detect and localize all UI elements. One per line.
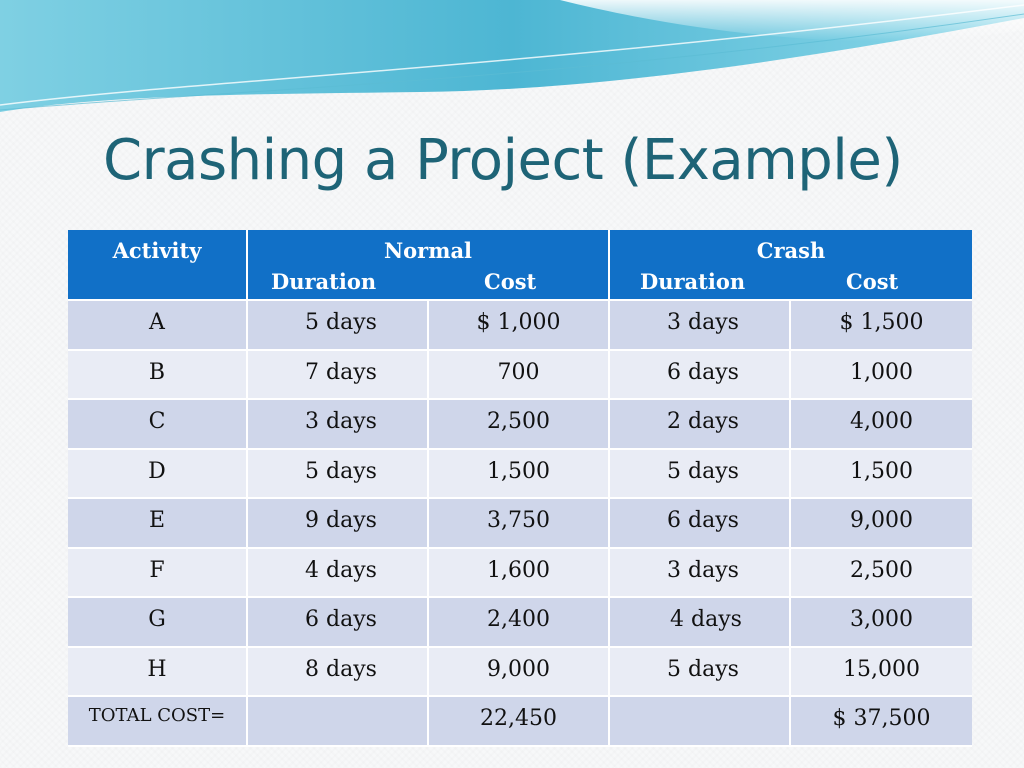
- cell-normal-cost: $ 1,000: [429, 301, 610, 351]
- cell-normal-cost: 9,000: [429, 647, 610, 697]
- cell-normal-cost: 1,500: [429, 449, 610, 499]
- cell-crash-duration: 5 days: [610, 449, 791, 499]
- cell-crash-duration: 6 days: [610, 499, 791, 549]
- cell-activity: C: [68, 400, 248, 450]
- cell-normal-duration: 5 days: [248, 301, 429, 351]
- crashing-table: Activity Normal Duration Cost Crash Dura…: [68, 230, 972, 747]
- header-crash: Crash Duration Cost: [610, 230, 972, 301]
- cell-normal-cost: 2,400: [429, 598, 610, 648]
- cell-normal-cost: 700: [429, 350, 610, 400]
- cell-normal-duration: 3 days: [248, 400, 429, 450]
- header-normal-label: Normal: [383, 238, 473, 263]
- cell-activity: A: [68, 301, 248, 351]
- header-normal-cost: Cost: [484, 269, 537, 294]
- cell-crash-cost: 15,000: [791, 647, 972, 697]
- cell-activity: B: [68, 350, 248, 400]
- slide-title: Crashing a Project (Example): [103, 128, 903, 193]
- header-crash-duration: Duration: [640, 269, 746, 294]
- cell-crash-cost: 4,000: [791, 400, 972, 450]
- header-normal: Normal Duration Cost: [248, 230, 610, 301]
- decorative-wave-banner: [0, 0, 1024, 112]
- total-crash-cost: $ 37,500: [791, 697, 972, 747]
- cell-activity: F: [68, 548, 248, 598]
- cell-crash-cost: 3,000: [791, 598, 972, 648]
- cell-crash-duration: 2 days: [610, 400, 791, 450]
- total-normal-cost: 22,450: [429, 697, 610, 747]
- cell-crash-cost: $ 1,500: [791, 301, 972, 351]
- cell-crash-cost: 2,500: [791, 548, 972, 598]
- cell-crash-duration: 6 days: [610, 350, 791, 400]
- cell-activity: E: [68, 499, 248, 549]
- cell-normal-duration: 8 days: [248, 647, 429, 697]
- cell-activity: H: [68, 647, 248, 697]
- header-activity: Activity: [68, 230, 248, 301]
- cell-activity: D: [68, 449, 248, 499]
- cell-crash-duration: 4 days: [610, 598, 791, 648]
- cell-normal-cost: 1,600: [429, 548, 610, 598]
- header-crash-cost: Cost: [846, 269, 899, 294]
- cell-activity: G: [68, 598, 248, 648]
- cell-crash-duration: 3 days: [610, 301, 791, 351]
- cell-normal-duration: 4 days: [248, 548, 429, 598]
- cell-crash-duration: 3 days: [610, 548, 791, 598]
- cell-crash-cost: 1,500: [791, 449, 972, 499]
- cell-crash-cost: 9,000: [791, 499, 972, 549]
- cell-crash-duration: 5 days: [610, 647, 791, 697]
- cell-normal-cost: 2,500: [429, 400, 610, 450]
- cell-normal-duration: 9 days: [248, 499, 429, 549]
- cell-normal-duration: 6 days: [248, 598, 429, 648]
- total-normal-duration: [248, 697, 429, 747]
- header-normal-duration: Duration: [271, 269, 377, 294]
- total-cost-label: TOTAL COST=: [68, 697, 248, 747]
- cell-normal-duration: 7 days: [248, 350, 429, 400]
- cell-crash-cost: 1,000: [791, 350, 972, 400]
- cell-normal-cost: 3,750: [429, 499, 610, 549]
- header-crash-label: Crash: [756, 238, 826, 263]
- cell-normal-duration: 5 days: [248, 449, 429, 499]
- total-crash-duration: [610, 697, 791, 747]
